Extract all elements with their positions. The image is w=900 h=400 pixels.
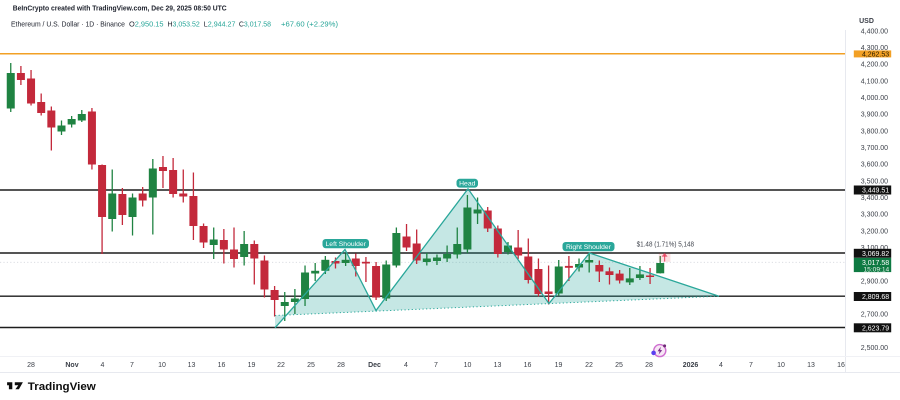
svg-text:3,300.00: 3,300.00: [861, 212, 888, 219]
svg-text:22: 22: [585, 362, 593, 369]
svg-text:BeInCrypto created with Tradin: BeInCrypto created with TradingView.com,…: [13, 3, 228, 12]
svg-text:3,069.82: 3,069.82: [862, 251, 889, 258]
svg-text:3,449.51: 3,449.51: [862, 188, 889, 195]
svg-text:2,623.79: 2,623.79: [862, 325, 889, 332]
svg-text:10: 10: [158, 362, 166, 369]
svg-text:2,700.00: 2,700.00: [861, 312, 888, 319]
svg-text:L2,944.27: L2,944.27: [204, 20, 236, 29]
svg-text:28: 28: [27, 362, 35, 369]
svg-text:3,500.00: 3,500.00: [861, 178, 888, 185]
svg-text:TradingView: TradingView: [28, 381, 96, 393]
svg-text:2,900.00: 2,900.00: [861, 278, 888, 285]
svg-text:13: 13: [188, 362, 196, 369]
svg-text:3,200.00: 3,200.00: [861, 228, 888, 235]
svg-text:3,800.00: 3,800.00: [861, 128, 888, 135]
svg-text:+67.60 (+2.29%): +67.60 (+2.29%): [281, 20, 338, 29]
svg-text:C3,017.58: C3,017.58: [239, 20, 271, 29]
svg-text:16: 16: [524, 362, 532, 369]
svg-text:Ethereum / U.S. Dollar · 1D ·: Ethereum / U.S. Dollar · 1D · Binance: [11, 20, 125, 29]
svg-text:Dec: Dec: [368, 362, 381, 369]
svg-text:16: 16: [218, 362, 226, 369]
svg-text:4,000.00: 4,000.00: [861, 95, 888, 102]
svg-text:10: 10: [777, 362, 785, 369]
svg-text:4,262.53: 4,262.53: [862, 51, 889, 58]
svg-text:H3,053.52: H3,053.52: [168, 20, 200, 29]
svg-text:10: 10: [464, 362, 472, 369]
svg-text:Left Shoulder: Left Shoulder: [326, 241, 367, 248]
svg-text:7: 7: [749, 362, 753, 369]
svg-text:25: 25: [615, 362, 623, 369]
svg-text:4: 4: [719, 362, 723, 369]
svg-text:28: 28: [337, 362, 345, 369]
svg-text:3,017.58: 3,017.58: [862, 260, 889, 267]
svg-text:4,100.00: 4,100.00: [861, 78, 888, 85]
svg-text:3,100.00: 3,100.00: [861, 245, 888, 252]
svg-text:7: 7: [434, 362, 438, 369]
svg-text:13: 13: [494, 362, 502, 369]
svg-text:Nov: Nov: [65, 362, 78, 369]
svg-text:Head: Head: [459, 181, 475, 188]
svg-text:3,600.00: 3,600.00: [861, 162, 888, 169]
svg-text:22: 22: [277, 362, 285, 369]
svg-text:Right Shoulder: Right Shoulder: [566, 244, 612, 251]
svg-text:15:09:14: 15:09:14: [864, 266, 890, 273]
svg-text:3,400.00: 3,400.00: [861, 195, 888, 202]
svg-text:4: 4: [101, 362, 105, 369]
svg-text:28: 28: [645, 362, 653, 369]
svg-text:3,700.00: 3,700.00: [861, 145, 888, 152]
svg-text:19: 19: [248, 362, 256, 369]
svg-text:$1.48 (1.71%) 5,148: $1.48 (1.71%) 5,148: [637, 239, 695, 248]
svg-text:4,200.00: 4,200.00: [861, 62, 888, 69]
svg-text:O2,950.15: O2,950.15: [129, 20, 164, 29]
svg-text:4: 4: [404, 362, 408, 369]
svg-text:19: 19: [555, 362, 563, 369]
svg-text:4,400.00: 4,400.00: [861, 28, 888, 35]
svg-text:16: 16: [837, 362, 845, 369]
svg-text:25: 25: [307, 362, 315, 369]
svg-text:2026: 2026: [683, 362, 699, 369]
svg-text:4,300.00: 4,300.00: [861, 45, 888, 52]
svg-text:13: 13: [807, 362, 815, 369]
svg-text:USD: USD: [859, 18, 874, 25]
svg-text:2,500.00: 2,500.00: [861, 345, 888, 352]
svg-text:7: 7: [130, 362, 134, 369]
svg-text:3,900.00: 3,900.00: [861, 112, 888, 119]
svg-text:2,809.68: 2,809.68: [862, 294, 889, 301]
